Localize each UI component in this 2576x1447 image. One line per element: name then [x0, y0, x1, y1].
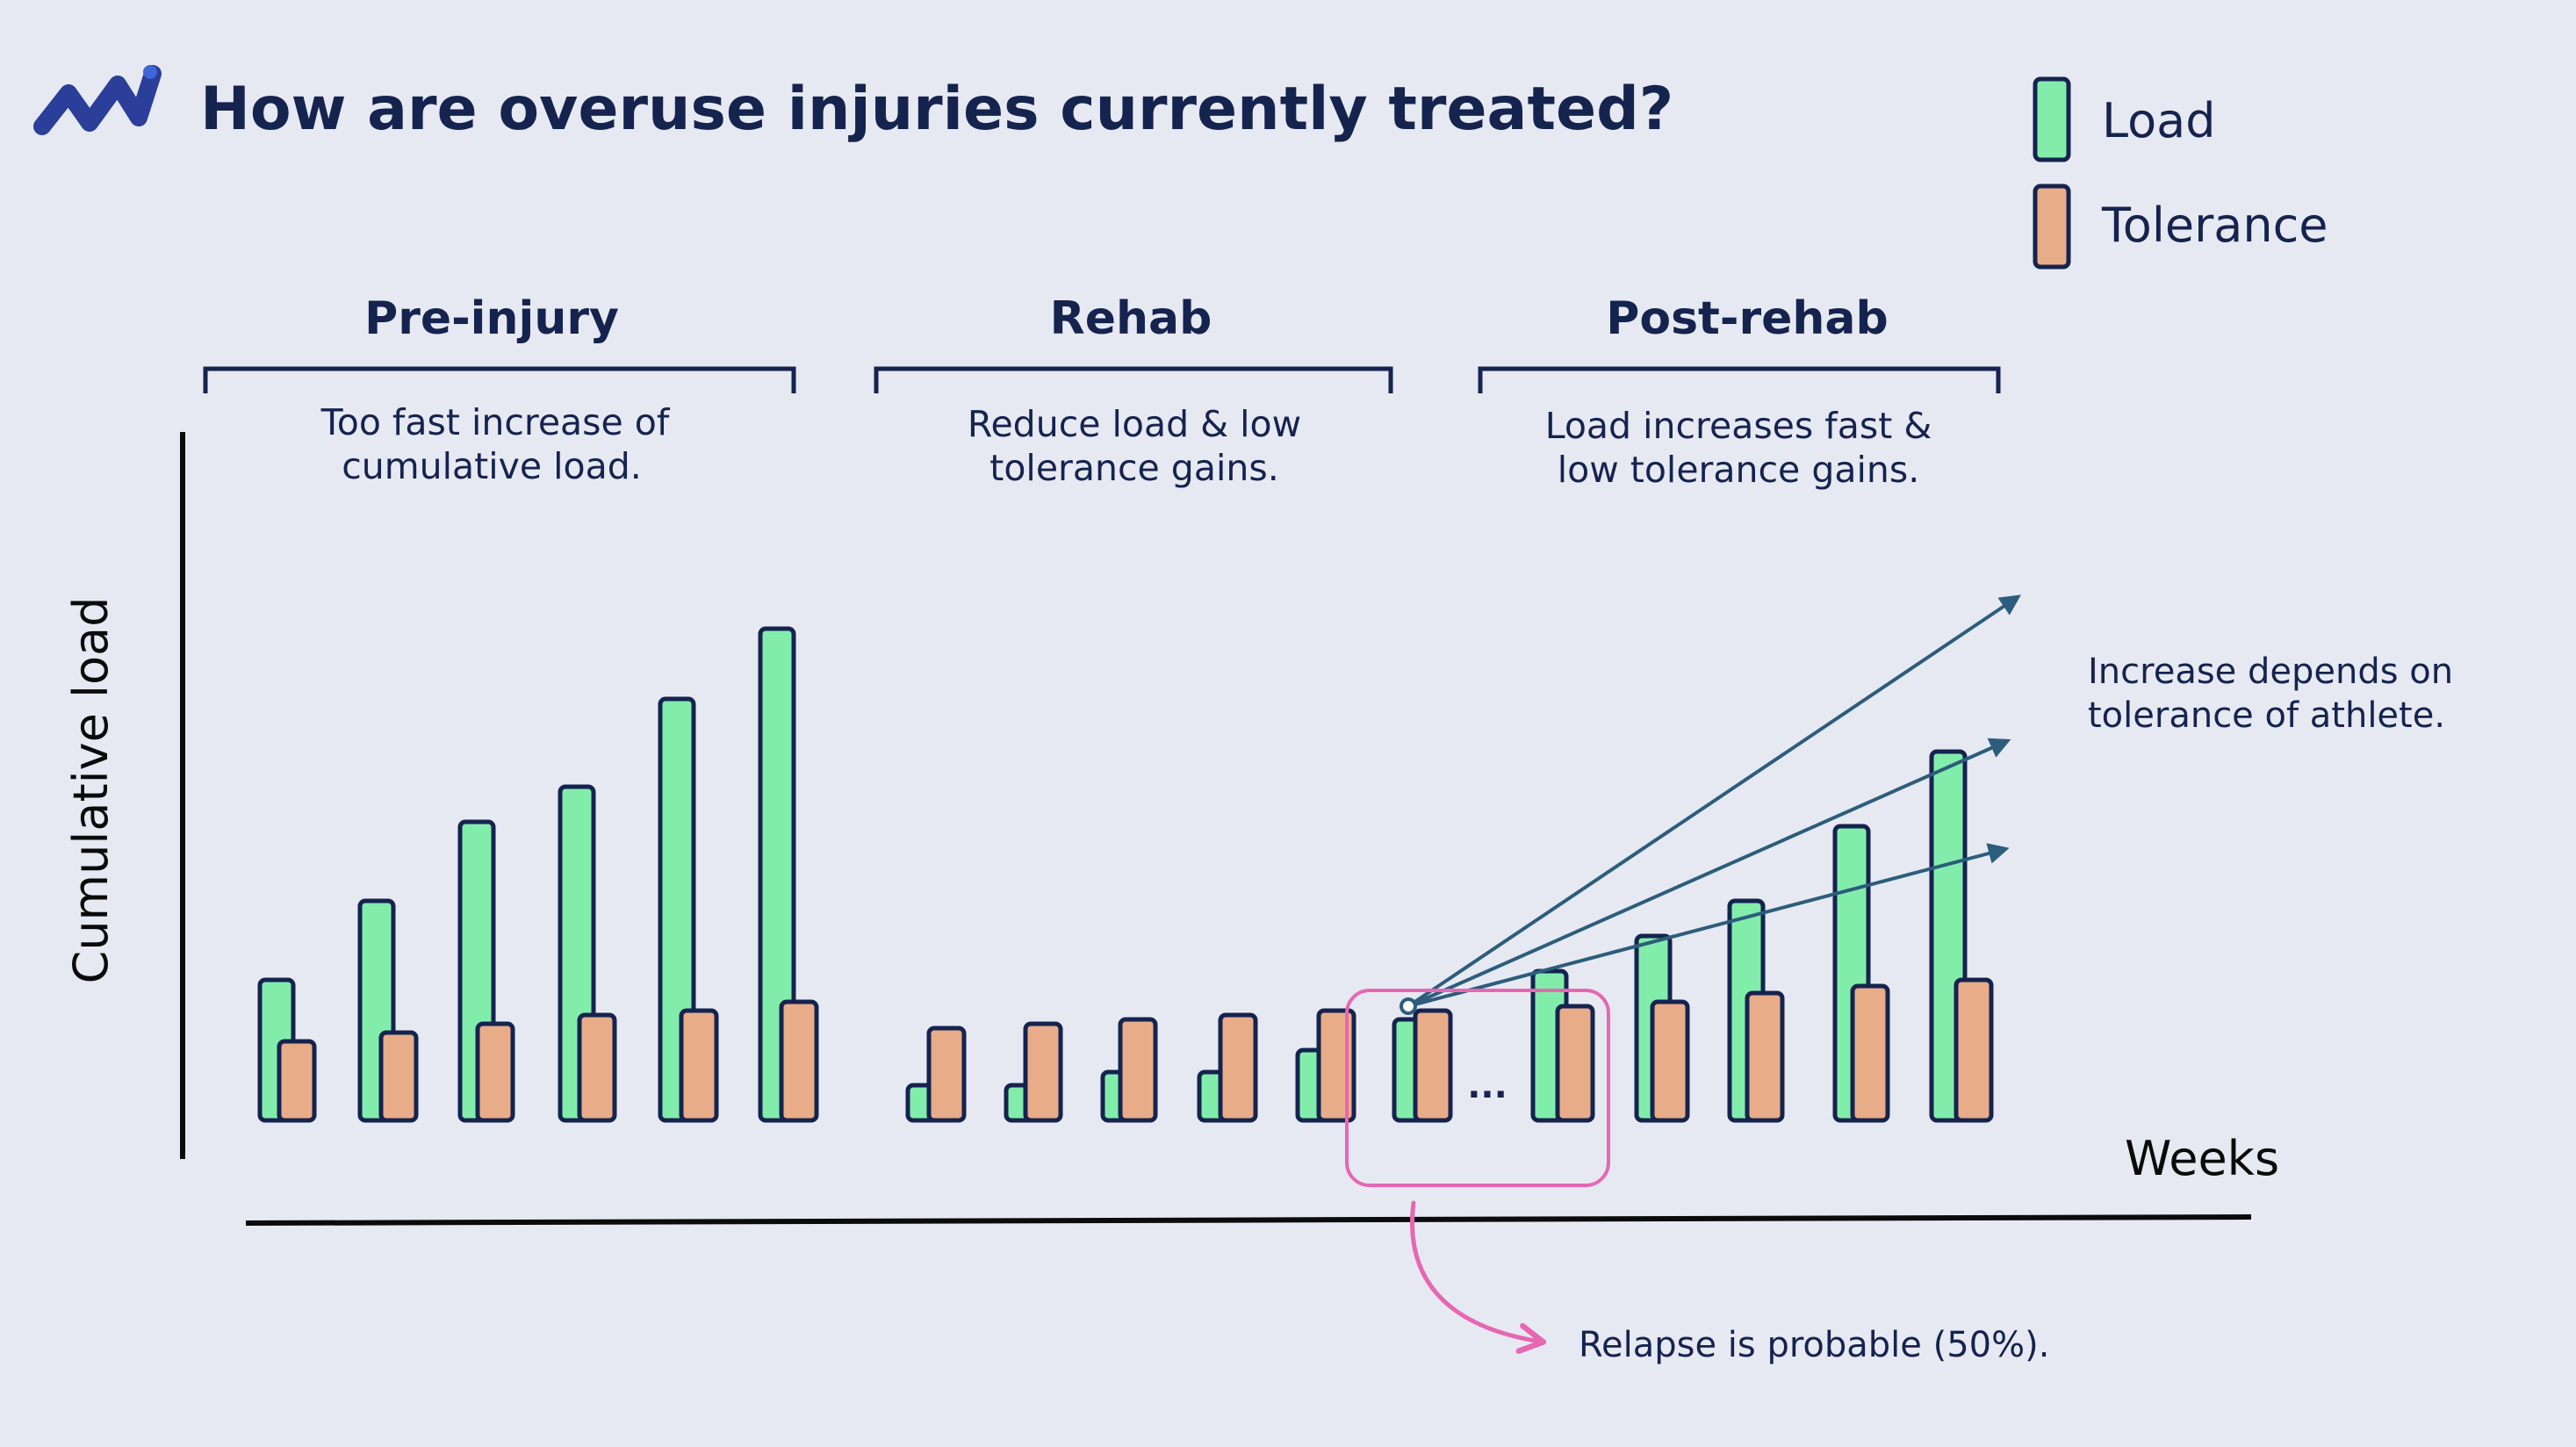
phase-description-line: Reduce load & low [968, 403, 1301, 445]
bar-tolerance [926, 1026, 967, 1123]
bar-tolerance [1850, 983, 1890, 1123]
bar-tolerance [1555, 1004, 1595, 1123]
phase-description-line: tolerance gains. [989, 447, 1278, 489]
bar-tolerance [475, 1021, 515, 1123]
bar-tolerance [679, 1008, 719, 1123]
legend-label-tolerance: Tolerance [2101, 198, 2328, 253]
bar-tolerance [779, 999, 819, 1123]
bar-tolerance [1954, 977, 1994, 1123]
x-axis-label: Weeks [2125, 1131, 2279, 1186]
bar-tolerance [1218, 1012, 1258, 1123]
phase-bracket [1478, 366, 2001, 393]
page-title: How are overuse injuries currently treat… [200, 75, 1673, 144]
phase-post-rehab: Post-rehab Load increases fast & low tol… [1478, 292, 2001, 491]
trajectory-arrow [1407, 594, 2021, 1008]
relapse-arrow [1410, 1200, 1541, 1342]
bar-tolerance [1650, 999, 1690, 1123]
phase-description-line: Too fast increase of [320, 401, 671, 443]
relapse-highlight-box [1345, 989, 1610, 1187]
legend-swatch-load [2033, 76, 2071, 162]
phase-label: Pre-injury [364, 292, 619, 345]
bar-tolerance [577, 1012, 617, 1123]
phase-bracket [203, 366, 796, 393]
bar-layer [257, 626, 1994, 1123]
bar-tolerance [378, 1030, 419, 1123]
relapse-note: Relapse is probable (50%). [1579, 1325, 2049, 1365]
phase-description-line: cumulative load. [342, 445, 642, 487]
legend: Load Tolerance [2033, 76, 2328, 270]
bar-tolerance [1118, 1017, 1158, 1123]
phase-description-line: Load increases fast & [1545, 405, 1932, 447]
y-axis-label: Cumulative load [63, 597, 119, 984]
trajectory-arrows [1400, 594, 2021, 1015]
ellipsis-marker: ... [1467, 1066, 1507, 1106]
trajectory-origin-dot [1400, 997, 1417, 1015]
bar-tolerance [1413, 1008, 1453, 1123]
phase-description-line: low tolerance gains. [1558, 449, 1920, 491]
trajectory-arrow [1407, 843, 2010, 1008]
trajectory-arrow [1407, 738, 2011, 1008]
phase-pre-injury: Pre-injury Too fast increase of cumulati… [203, 292, 796, 487]
phase-label: Post-rehab [1606, 292, 1888, 345]
bar-tolerance [1745, 990, 1785, 1123]
trajectory-note-line: tolerance of athlete. [2088, 695, 2445, 736]
phase-rehab: Rehab Reduce load & low tolerance gains. [874, 292, 1393, 489]
legend-swatch-tolerance [2033, 184, 2071, 270]
phase-label: Rehab [1050, 292, 1212, 345]
phase-bracket [874, 366, 1393, 393]
x-axis-line [245, 1214, 2252, 1226]
bar-tolerance [1023, 1021, 1063, 1123]
wave-chart-logo-icon [33, 65, 162, 135]
bar-load [758, 626, 796, 1123]
legend-label-load: Load [2102, 93, 2216, 148]
bar-tolerance [277, 1039, 317, 1123]
trajectory-note-line: Increase depends on [2088, 652, 2453, 692]
